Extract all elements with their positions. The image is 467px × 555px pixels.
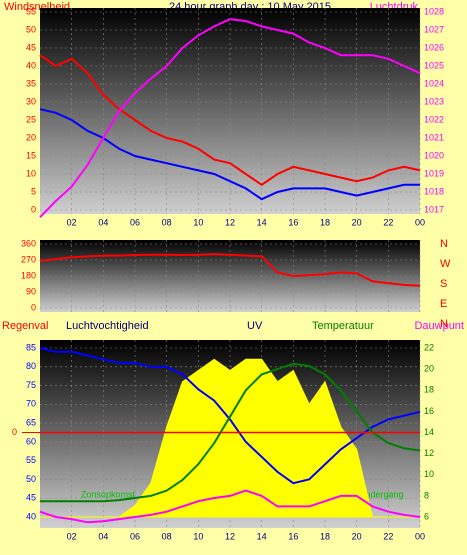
- x-tick-label: 12: [225, 531, 235, 541]
- y2-tick-label: 12: [424, 448, 434, 458]
- y2-tick-label: 1023: [424, 96, 444, 106]
- y2-tick-label: 20: [424, 364, 434, 374]
- y-tick-label: 0: [31, 204, 36, 214]
- y2-tick-label: 1019: [424, 168, 444, 178]
- x-tick-label: 08: [162, 217, 172, 227]
- x-tick-label: 00: [415, 531, 425, 541]
- y-tick-label: 90: [26, 286, 36, 296]
- direction-label: S: [440, 278, 447, 290]
- y2-tick-label: 22: [424, 342, 434, 352]
- y2-tick-label: 16: [424, 406, 434, 416]
- label: Temperatuur: [312, 320, 374, 332]
- annotation: Zonsopkomst: [81, 489, 136, 499]
- y-tick-label: 15: [26, 150, 36, 160]
- y-tick-label: 45: [26, 42, 36, 52]
- y-tick-label: 65: [26, 417, 36, 427]
- y-tick-label: 55: [26, 6, 36, 16]
- x-tick-label: 12: [225, 217, 235, 227]
- x-tick-label: 08: [162, 531, 172, 541]
- direction-label: N: [440, 238, 448, 250]
- y2-tick-label: 1025: [424, 60, 444, 70]
- y-tick-label: 270: [21, 254, 36, 264]
- y-tick-label: 70: [26, 399, 36, 409]
- x-tick-label: 06: [130, 217, 140, 227]
- y2-tick-label: 1022: [424, 114, 444, 124]
- y2-tick-label: 8: [424, 490, 429, 500]
- label: Regenval: [2, 320, 48, 332]
- y2-tick-label: 1020: [424, 150, 444, 160]
- y-tick-label: 180: [21, 270, 36, 280]
- y2-tick-label: 6: [424, 511, 429, 521]
- annotation: Zonsondergang: [340, 489, 403, 499]
- line: [39, 18, 421, 218]
- y2-tick-label: 18: [424, 385, 434, 395]
- x-tick-label: 20: [352, 531, 362, 541]
- x-tick-label: 02: [67, 531, 77, 541]
- y-tick-label: 40: [26, 60, 36, 70]
- y-tick-label: 40: [26, 511, 36, 521]
- y-tick-label: 360: [21, 238, 36, 248]
- line: [40, 362, 421, 503]
- direction-label: W: [440, 258, 451, 270]
- y-tick-label: 75: [26, 380, 36, 390]
- y-tick-label: 25: [26, 114, 36, 124]
- x-tick-label: 04: [98, 217, 108, 227]
- line: [39, 54, 421, 187]
- y2-tick-label: 1028: [424, 6, 444, 16]
- line: [39, 489, 421, 524]
- y-tick-label: 60: [26, 436, 36, 446]
- x-tick-label: 18: [320, 531, 330, 541]
- x-tick-label: 14: [257, 531, 267, 541]
- y2-tick-label: 10: [424, 469, 434, 479]
- x-tick-label: 16: [288, 531, 298, 541]
- y-tick-label: 0: [31, 302, 36, 312]
- x-tick-label: 20: [352, 217, 362, 227]
- x-tick-label: 02: [67, 217, 77, 227]
- y2-tick-label: 1018: [424, 186, 444, 196]
- y-tick-label: 50: [26, 474, 36, 484]
- y-tick-label: 10: [26, 168, 36, 178]
- y-tick-label: 30: [26, 96, 36, 106]
- y2-tick-label: 14: [424, 427, 434, 437]
- label: UV: [247, 320, 263, 332]
- label: Luchtvochtigheid: [66, 320, 149, 332]
- x-tick-label: 00: [415, 217, 425, 227]
- x-tick-label: 06: [130, 531, 140, 541]
- y-tick-label: 55: [26, 455, 36, 465]
- y-tick-label: 50: [26, 24, 36, 34]
- x-tick-label: 22: [383, 217, 393, 227]
- x-tick-label: 16: [288, 217, 298, 227]
- line: [39, 253, 421, 287]
- y2-tick-label: 1017: [424, 204, 444, 214]
- y2-tick-label: 1021: [424, 132, 444, 142]
- x-tick-label: 04: [98, 531, 108, 541]
- x-tick-label: 22: [383, 531, 393, 541]
- x-tick-label: 10: [193, 531, 203, 541]
- y-tick-label: 5: [31, 186, 36, 196]
- y-tick-label: 35: [26, 78, 36, 88]
- direction-label: E: [440, 298, 447, 310]
- y-tick-label: 45: [26, 493, 36, 503]
- x-tick-label: 14: [257, 217, 267, 227]
- x-tick-label: 10: [193, 217, 203, 227]
- direction-label: N: [440, 318, 448, 330]
- y2-tick-label: 1027: [424, 24, 444, 34]
- label: Dauwpunt: [414, 320, 464, 332]
- x-tick-label: 18: [320, 217, 330, 227]
- y2-tick-label: 1026: [424, 42, 444, 52]
- y-tick-label: 80: [26, 361, 36, 371]
- y3-tick-label: 0: [12, 427, 17, 437]
- y-tick-label: 85: [26, 342, 36, 352]
- line: [39, 347, 421, 485]
- y-tick-label: 20: [26, 132, 36, 142]
- y2-tick-label: 1024: [424, 78, 444, 88]
